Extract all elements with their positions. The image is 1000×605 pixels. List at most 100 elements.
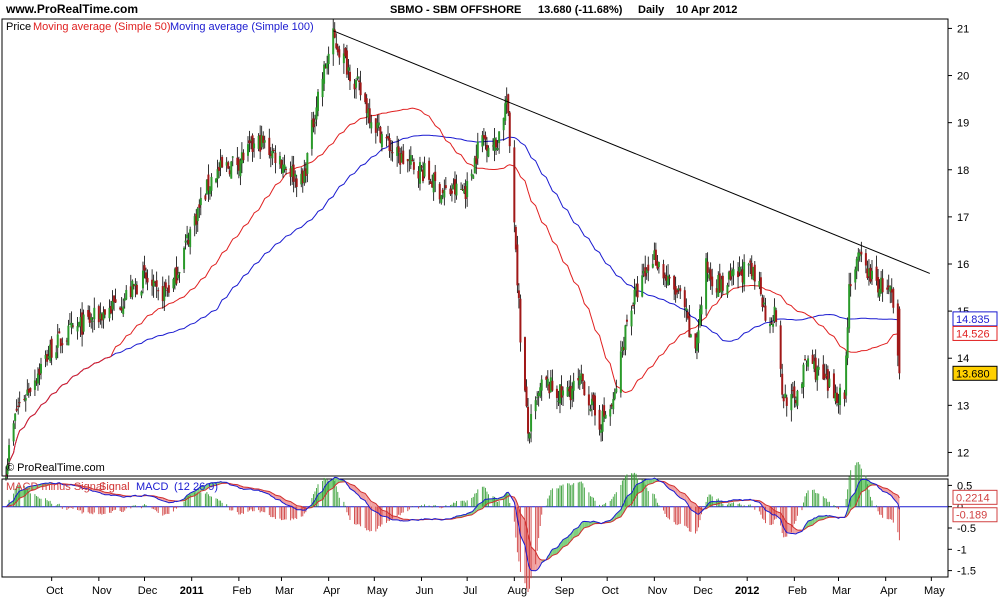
candle-body: [398, 146, 400, 152]
candle-body: [850, 284, 852, 286]
y-tick-label: 20: [957, 71, 969, 83]
x-tick-label: Feb: [232, 585, 251, 597]
candle-body: [115, 299, 117, 302]
candle-body: [807, 358, 809, 366]
candle-body: [17, 406, 19, 407]
candle-body: [179, 272, 181, 273]
legend-price: Price: [6, 21, 31, 33]
candle-body: [355, 80, 357, 88]
candle-body: [624, 325, 626, 350]
candle-body: [886, 288, 888, 290]
x-tick-label: Mar: [832, 585, 851, 597]
candle-body: [707, 262, 709, 273]
candle-body: [582, 374, 584, 381]
candle-body: [634, 290, 636, 305]
candle-body: [588, 394, 590, 405]
candle-body: [157, 290, 159, 291]
candle-body: [472, 176, 474, 179]
candle-body: [637, 284, 639, 298]
candle-body: [495, 140, 497, 148]
candle-body: [185, 241, 187, 243]
candle-body: [274, 153, 276, 163]
candle-body: [594, 396, 596, 416]
candle-body: [70, 323, 72, 328]
candle-body: [839, 388, 841, 405]
candle-body: [271, 151, 273, 158]
candle-body: [632, 305, 634, 306]
candle-body: [55, 352, 57, 358]
candle-body: [131, 281, 133, 297]
candle-body: [264, 140, 266, 142]
x-tick-label: Apr: [880, 585, 897, 597]
candle-body: [328, 54, 330, 64]
hist-last-value: -0.189: [956, 510, 987, 522]
candle-body: [828, 379, 830, 387]
candle-body: [786, 397, 788, 406]
candle-body: [428, 161, 430, 180]
candle-body: [697, 330, 699, 343]
candle-body: [498, 131, 500, 143]
candle-body: [711, 277, 713, 287]
candle-body: [434, 172, 436, 181]
x-tick-label: May: [367, 585, 388, 597]
legend-macd: MACD: [136, 481, 168, 493]
candle-body: [25, 398, 27, 401]
x-tick-label: Apr: [323, 585, 340, 597]
candle-body: [487, 148, 489, 157]
candle-body: [865, 253, 867, 265]
y-tick-label: 17: [957, 212, 969, 224]
candle-body: [573, 381, 575, 391]
y-tick-label: 16: [957, 259, 969, 271]
ma50-line: [6, 108, 899, 477]
x-tick-label: 2011: [180, 585, 204, 597]
candle-body: [804, 359, 806, 360]
candle-body: [411, 160, 413, 161]
candle-body: [112, 301, 114, 310]
candle-body: [860, 252, 862, 255]
candle-body: [443, 190, 445, 197]
candle-body: [519, 299, 521, 343]
candle-body: [761, 297, 763, 307]
candle-body: [882, 278, 884, 292]
candle-body: [516, 245, 518, 286]
candle-body: [92, 321, 94, 322]
macd-legend: MACD minus Signal Signal MACD (12 26 9): [6, 481, 218, 493]
x-tick-label: Nov: [648, 585, 668, 597]
candle-body: [369, 108, 371, 123]
candle-body: [381, 134, 383, 147]
candle-body: [641, 275, 643, 296]
candle-body: [688, 316, 690, 337]
candle-body: [513, 147, 515, 222]
candle-body: [824, 374, 826, 378]
price-panel-frame: [2, 19, 948, 476]
candle-body: [451, 191, 453, 194]
candle-body: [284, 165, 286, 170]
x-tick-label: Sep: [555, 585, 575, 597]
candle-body: [142, 271, 144, 289]
ma100-last-value: 14.835: [956, 314, 990, 326]
candle-body: [771, 322, 773, 323]
macd-last-value: 0.2214: [956, 492, 990, 504]
candle-body: [803, 365, 805, 387]
candle-body: [210, 177, 212, 191]
legend-macd-signal: Signal: [99, 481, 130, 493]
y-tick-label: 12: [957, 447, 969, 459]
candle-body: [790, 394, 792, 410]
candle-body: [509, 112, 511, 146]
candle-body: [647, 265, 649, 271]
candle-body: [679, 288, 681, 291]
candle-body: [424, 163, 426, 176]
candle-body: [793, 386, 795, 397]
candle-body: [413, 162, 415, 170]
candle-body: [854, 269, 856, 282]
candle-body: [197, 208, 199, 221]
site-name[interactable]: www.ProRealTime.com: [5, 2, 138, 16]
candles: [5, 19, 900, 481]
candle-body: [836, 393, 838, 403]
candle-body: [294, 174, 296, 177]
candle-body: [527, 407, 529, 434]
y-tick-label: 13: [957, 400, 969, 412]
candle-body: [556, 389, 558, 398]
candle-body: [183, 248, 185, 269]
candle-body: [268, 138, 270, 155]
